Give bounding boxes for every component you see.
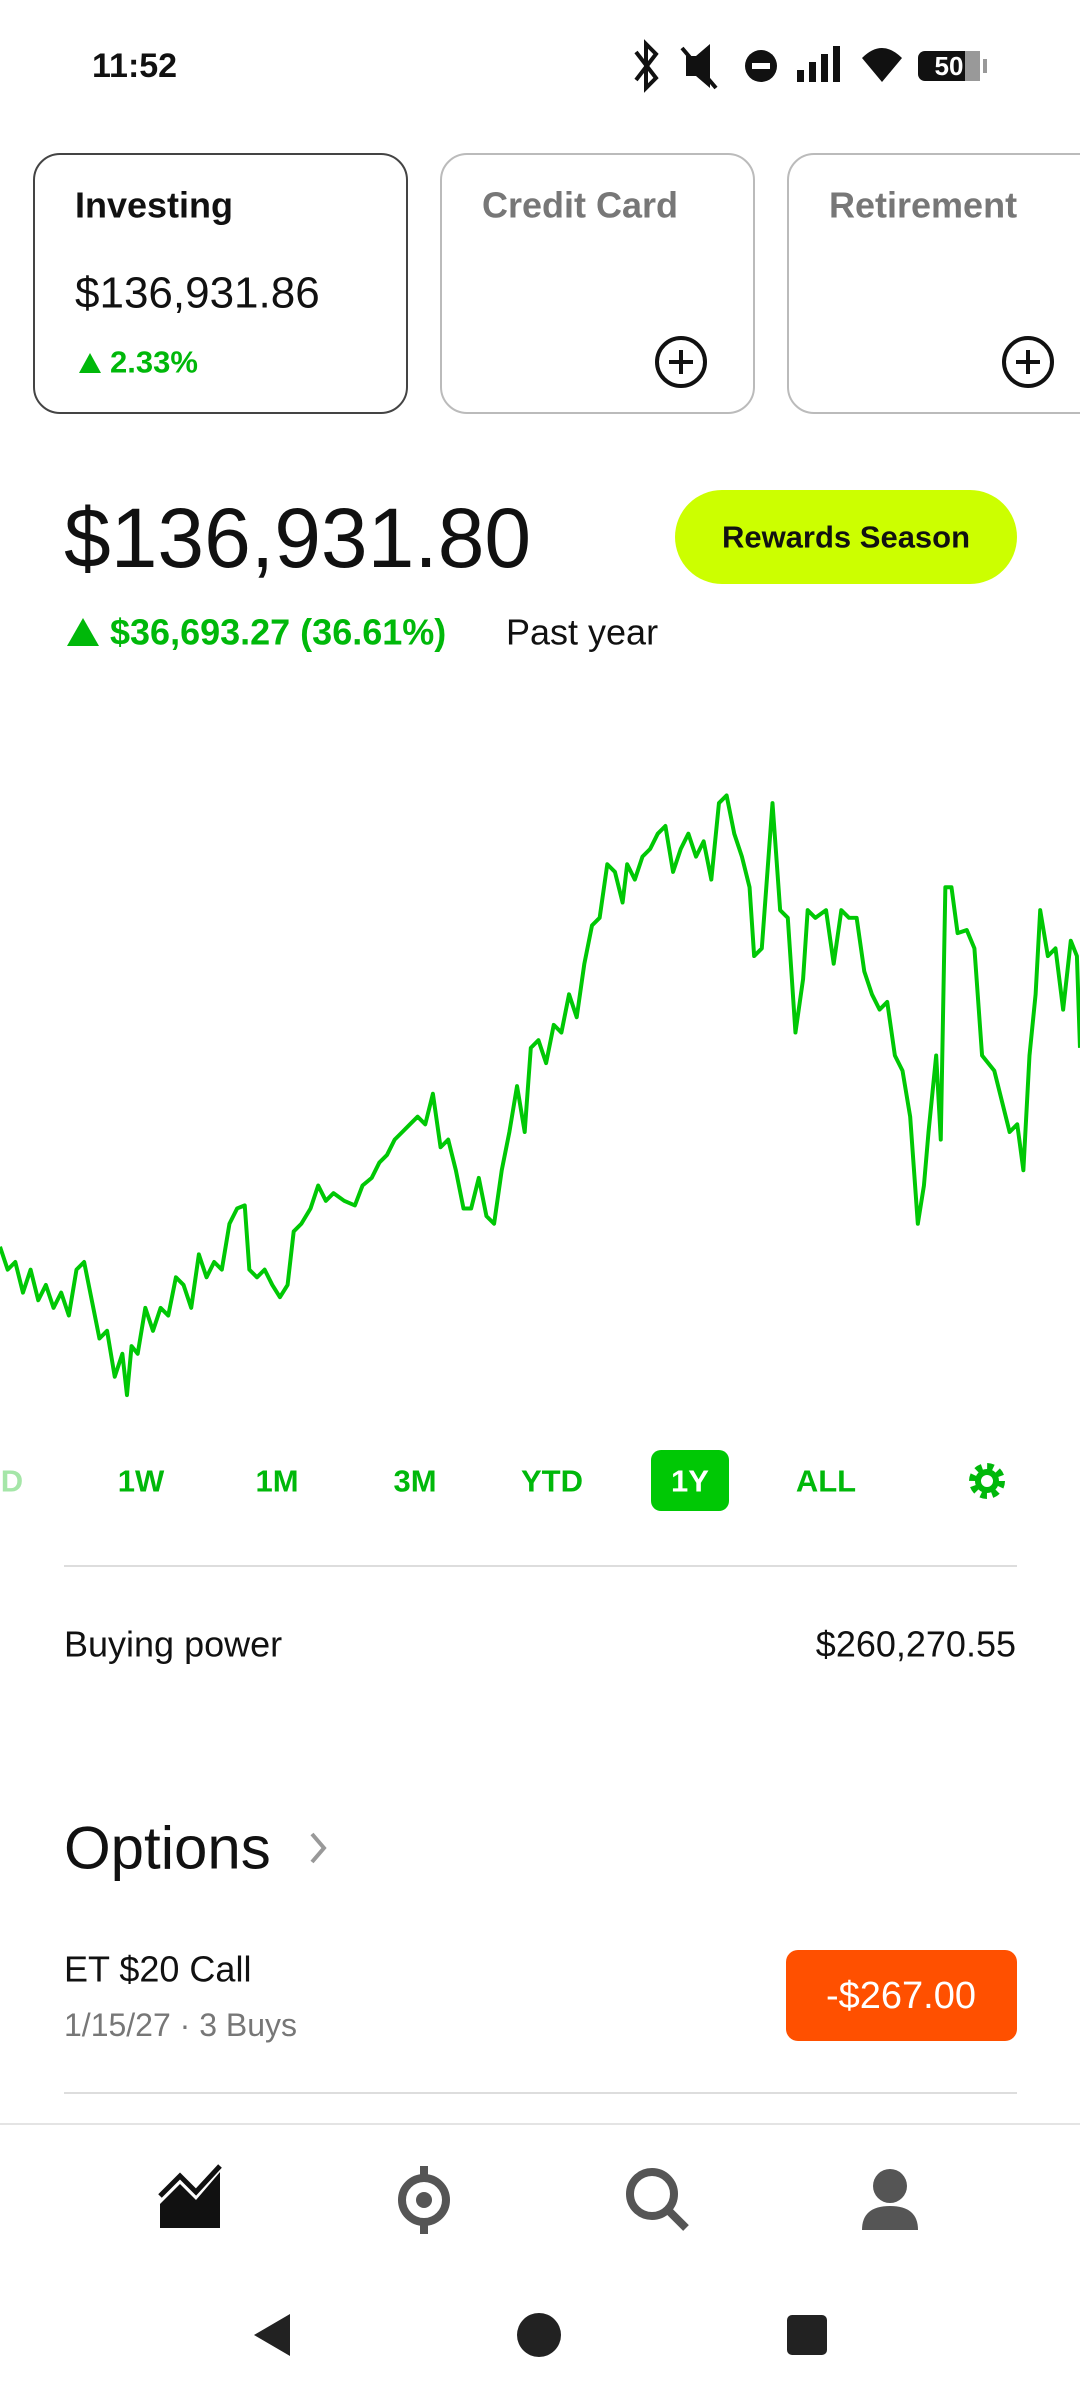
range-tabs: D 1W 1M 3M YTD 1Y ALL: [1, 1450, 856, 1511]
nav-recents[interactable]: [787, 2315, 827, 2355]
nav-crypto[interactable]: [398, 2166, 450, 2234]
status-icons: [634, 39, 987, 93]
status-time: 11:52: [92, 47, 177, 85]
range-tab[interactable]: YTD: [521, 1464, 583, 1499]
account-change: 2.33%: [110, 345, 198, 380]
account-card[interactable]: [33, 153, 408, 414]
section-title[interactable]: Options: [64, 1815, 271, 1882]
account-name: Credit Card: [482, 185, 678, 226]
battery-level: 50: [935, 51, 964, 81]
nav-account[interactable]: [862, 2169, 918, 2230]
bottom-nav: [0, 2123, 1080, 2400]
position-detail: 1/15/27 · 3 Buys: [64, 2007, 297, 2043]
account-name: Retirement: [829, 185, 1017, 226]
range-selected: [651, 1450, 729, 1511]
buying-power-value: $260,270.55: [816, 1624, 1016, 1665]
portfolio-period: Past year: [506, 612, 658, 653]
range-tab[interactable]: 1M: [255, 1464, 298, 1499]
range-tab[interactable]: 3M: [393, 1464, 436, 1499]
position-name: ET $20 Call: [64, 1949, 251, 1990]
buying-power-label: Buying power: [64, 1624, 282, 1665]
nav-home[interactable]: [517, 2313, 561, 2357]
position-value: -$267.00: [826, 1975, 976, 2017]
chart-settings[interactable]: [969, 1463, 1005, 1499]
nav-investing[interactable]: [158, 2164, 222, 2228]
promo-button[interactable]: [675, 490, 1017, 584]
account-card[interactable]: [440, 153, 755, 414]
up-arrow: [67, 618, 99, 646]
portfolio-value: $136,931.80: [64, 491, 531, 585]
add-icon[interactable]: [655, 336, 707, 388]
chart-line: [0, 793, 1080, 1398]
promo-label: Rewards Season: [722, 520, 970, 555]
up-arrow: [79, 353, 101, 373]
account-name: Investing: [75, 185, 233, 226]
range-tab[interactable]: D: [1, 1464, 23, 1499]
range-tab[interactable]: 1Y: [671, 1464, 709, 1499]
account-value: $136,931.86: [75, 269, 320, 318]
portfolio-change: $36,693.27 (36.61%): [110, 612, 446, 653]
range-tab[interactable]: ALL: [796, 1464, 856, 1499]
nav-back[interactable]: [254, 2314, 290, 2356]
portfolio-chart: [0, 793, 1080, 1398]
chevron: [310, 1832, 327, 1864]
nav-search[interactable]: [626, 2168, 689, 2231]
add-icon[interactable]: [1002, 336, 1054, 388]
range-tab[interactable]: 1W: [118, 1464, 165, 1499]
position-value-button[interactable]: [786, 1950, 1017, 2041]
